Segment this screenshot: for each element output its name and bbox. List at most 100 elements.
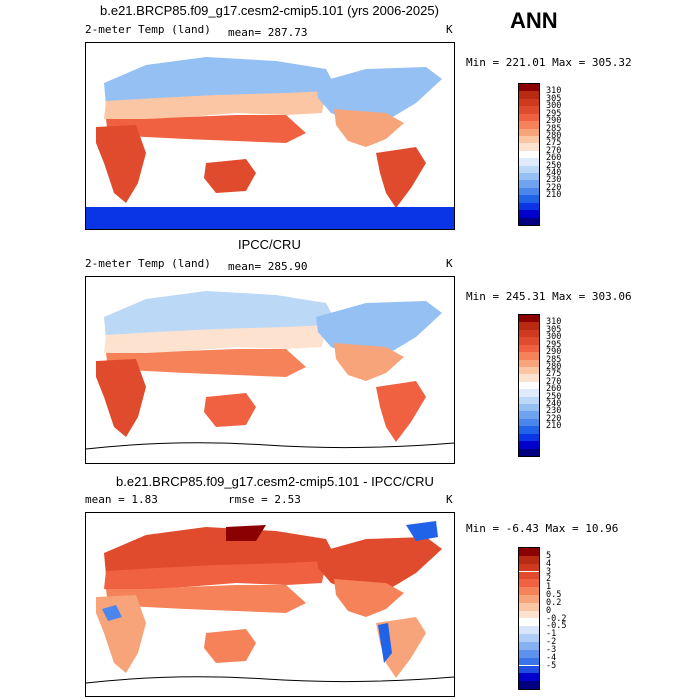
panel2-colorbar-box xyxy=(519,344,539,353)
panel2-antarctica-outline xyxy=(86,442,454,450)
panel1-colorbar-box xyxy=(519,91,539,99)
panel1-colorbar-label: 260 xyxy=(546,153,562,164)
panel2-colorbar-box xyxy=(519,381,539,390)
panel1-colorbar-label: 210 xyxy=(546,190,562,201)
panel1-variable: 2-meter Temp (land) xyxy=(85,23,211,36)
panel1-map xyxy=(85,42,455,230)
panel1-colorbar-box xyxy=(519,180,539,188)
panel2-australia xyxy=(204,393,256,427)
panel1-colorbar-box xyxy=(519,217,539,225)
panel3-colorbar-label: 3 xyxy=(546,566,552,577)
panel3-antarctica-outline xyxy=(86,676,454,684)
panel2-variable: 2-meter Temp (land) xyxy=(85,257,211,270)
panel2-colorbar: 310 305 300 295 290 285 280 275 270 260 250 240 230 2… xyxy=(518,314,561,457)
panel2-colorbar-label: 220 xyxy=(546,413,562,424)
panel2-eurasia-south xyxy=(106,349,306,377)
panel2-colorbar-label: 230 xyxy=(546,406,562,417)
panel1-samerica xyxy=(376,147,426,208)
panel3-africa-cool xyxy=(102,605,122,621)
panel3-rmse: rmse = 2.53 xyxy=(228,493,301,506)
panel3-title: b.e21.BRCP85.f09_g17.cesm2-cmip5.101 - I… xyxy=(116,474,434,489)
panel1-colorbar-box xyxy=(519,135,539,144)
panel1-units: K xyxy=(446,23,453,36)
panel1-colorbar-label: 270 xyxy=(546,145,562,156)
panel3-units: K xyxy=(446,493,453,506)
panel3-mean: mean = 1.83 xyxy=(85,493,158,506)
panel3-eurasia-north xyxy=(104,527,336,575)
panel3-colorbar-box xyxy=(519,642,539,650)
panel1-namerica-north xyxy=(316,67,442,123)
panel3-colorbar-box xyxy=(519,610,539,619)
panel3-colorbar-box xyxy=(519,579,539,588)
panel2-colorbar-label: 285 xyxy=(546,354,562,365)
panel3-colorbar-box xyxy=(519,587,539,595)
panel3-colorbar-box xyxy=(519,563,539,572)
panel1-colorbar-label: 240 xyxy=(546,168,562,179)
panel1-colorbar-box xyxy=(519,173,539,181)
panel3-colorbar-label: -3 xyxy=(546,644,557,655)
panel2-colorbar-label: 290 xyxy=(546,347,562,358)
panel3-siberia-hot xyxy=(226,525,266,541)
panel2-eurasia-north xyxy=(104,291,336,339)
panel1-colorbar-label: 230 xyxy=(546,175,562,186)
panel3-colorbar-label: -0.2 xyxy=(546,613,567,624)
panel3-colorbar-box xyxy=(519,548,539,556)
panel1-colorbar-label: 220 xyxy=(546,182,562,193)
panel3-colorbar: 5 4 3 2 1 0.5 0.2 0 -0.2 -0.5 -1 -2 -3 -4 -5 xyxy=(518,547,566,690)
panel1-colorbar-label: 250 xyxy=(546,160,562,171)
panel1-eurasia-north xyxy=(104,57,336,105)
panel3-eurasia-mid xyxy=(104,561,326,591)
panel3-colorbar-box xyxy=(519,626,539,635)
panel2-colorbar-label: 305 xyxy=(546,324,562,335)
panel2-africa xyxy=(96,359,146,437)
panel3-namerica-north xyxy=(316,537,442,593)
panel3-namerica-south xyxy=(334,579,404,617)
panel3-colorbar-label: -5 xyxy=(546,660,557,671)
panel2-map-svg xyxy=(86,291,454,450)
panel2-namerica-south xyxy=(334,343,404,381)
panel3-colorbar-label: 4 xyxy=(546,558,552,569)
panel2-colorbar-box xyxy=(519,411,539,419)
panel1-title: b.e21.BRCP85.f09_g17.cesm2-cmip5.101 (yr… xyxy=(100,3,439,18)
panel2-colorbar-box xyxy=(519,433,539,442)
panel3-colorbar-label: -0.5 xyxy=(546,621,567,632)
panel2-colorbar-box xyxy=(519,329,539,338)
panel1-colorbar-label: 285 xyxy=(546,123,562,134)
panel2-mean: mean= 285.90 xyxy=(228,260,308,273)
panel2-colorbar-box xyxy=(519,366,539,375)
panel3-colorbar-box xyxy=(519,665,539,674)
panel3-colorbar-label: -2 xyxy=(546,637,557,647)
panel1-colorbar-label: 305 xyxy=(546,93,562,104)
panel1-colorbar-box xyxy=(519,98,539,107)
panel1-colorbar-box xyxy=(519,165,539,174)
panel1-colorbar-label: 290 xyxy=(546,116,562,127)
panel1-australia xyxy=(204,159,256,193)
panel1-colorbar-box xyxy=(519,128,539,136)
panel2-colorbar-box xyxy=(519,448,539,456)
panel1-colorbar-label: 280 xyxy=(546,130,562,141)
panel2-colorbar-label: 295 xyxy=(546,339,562,350)
panel2-colorbar-box xyxy=(519,352,539,360)
panel3-colorbar-box xyxy=(519,649,539,658)
panel3-colorbar-box xyxy=(519,681,539,689)
panel2-colorbar-box xyxy=(519,441,539,449)
panel3-colorbar-box xyxy=(519,602,539,611)
panel1-colorbar-box xyxy=(519,121,539,129)
panel3-colorbar-box xyxy=(519,618,539,627)
panel3-colorbar-label: 0.2 xyxy=(546,597,562,608)
panel3-colorbar-box xyxy=(519,595,539,603)
panel2-samerica xyxy=(376,381,426,442)
panel3-colorbar-box xyxy=(519,555,539,564)
panel3-andes-cool xyxy=(378,623,392,663)
panel2-map xyxy=(85,276,455,464)
panel1-colorbar-box xyxy=(519,187,539,196)
panel1-antarctica xyxy=(86,207,454,229)
panel3-colorbar-box xyxy=(519,673,539,682)
panel2-colorbar-label: 240 xyxy=(546,399,562,410)
panel2-colorbar-box xyxy=(519,404,539,412)
panel3-minmax: Min = -6.43 Max = 10.96 xyxy=(466,522,619,535)
panel1-colorbar-box xyxy=(519,202,539,211)
panel1-colorbar-box xyxy=(519,210,539,218)
panel2-minmax: Min = 245.31 Max = 303.06 xyxy=(466,290,632,303)
panel3-colorbar-label: -4 xyxy=(546,652,557,663)
